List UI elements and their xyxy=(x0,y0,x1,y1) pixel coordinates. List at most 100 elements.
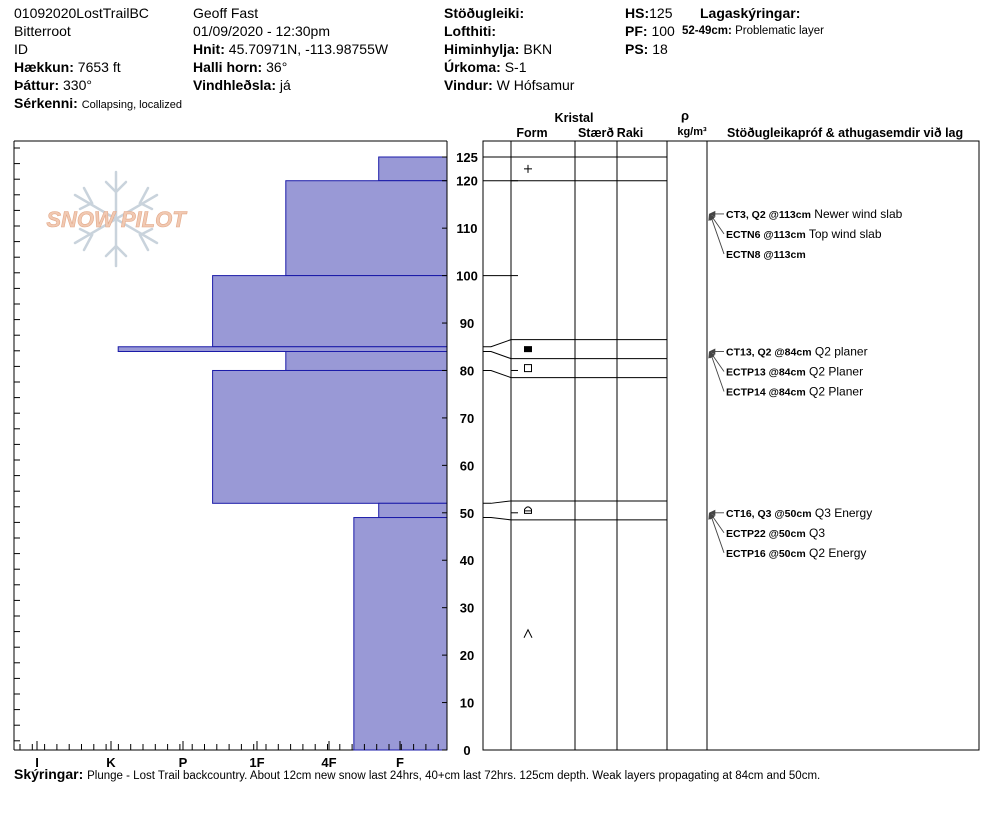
crystal-faceted-rounded xyxy=(524,506,532,514)
hardness-tick-label: 4F xyxy=(321,755,336,770)
height-tick-label: 80 xyxy=(460,363,474,378)
stability-test-code: ECTP16 @50cm xyxy=(726,548,806,560)
test-arrow-line xyxy=(709,351,725,392)
tests-header: Stöðugleikapróf & athugasemdir við lag xyxy=(727,126,963,140)
stability-test-note: Newer wind slab xyxy=(811,207,903,221)
hs: HS:125 xyxy=(625,4,672,22)
stability-test-note: Top wind slab xyxy=(806,227,882,241)
layer-note: 52-49cm: Problematic layer xyxy=(682,22,824,40)
height-axis: 0 10 20 30 40 50 60 70 80 90 100 110 120 125 xyxy=(442,141,478,758)
hardness-bar xyxy=(378,502,448,519)
comments-text: Plunge - Lost Trail backcountry. About 1… xyxy=(87,770,821,782)
layer-connector xyxy=(483,339,512,348)
air-temp-label: Lofthiti: xyxy=(444,23,497,39)
hardness-bars xyxy=(117,156,448,751)
layer-connectors xyxy=(483,156,512,521)
stability-test-code: ECTP14 @84cm xyxy=(726,387,806,399)
stability: Stöðugleiki: xyxy=(444,4,524,22)
crystal-caret xyxy=(523,628,533,638)
hardness-tick-label: K xyxy=(106,755,116,770)
hardness-bar xyxy=(117,346,448,353)
hardness-bar xyxy=(285,351,448,371)
slope-label: Halli horn: xyxy=(193,59,263,75)
height-tick-label: 40 xyxy=(460,553,474,568)
layer-notes-title: Lagaskýringar: xyxy=(700,5,801,21)
snowflake-icon xyxy=(73,170,159,268)
features-value: Collapsing, localized xyxy=(81,99,182,111)
aspect-value: 330° xyxy=(63,77,92,93)
elevation-label: Hækkun: xyxy=(14,59,74,75)
stability-test-note: Q3 Energy xyxy=(812,506,873,520)
stability-test-note: Q2 Planer xyxy=(806,365,863,379)
crystal-grid xyxy=(482,140,980,751)
test-arrowhead xyxy=(708,213,715,221)
precip: Úrkoma: S-1 xyxy=(444,58,526,76)
layer-note-range: 52-49cm: xyxy=(682,25,732,37)
layer-note-text: Problematic layer xyxy=(735,25,824,37)
density-unit: kg/m³ xyxy=(677,126,707,138)
stability-test-code: ECTP22 @50cm xyxy=(726,528,806,540)
stability-test-code: CT16, Q3 @50cm xyxy=(726,508,812,520)
pf-value: 100 xyxy=(651,23,675,39)
slope: Halli horn: 36° xyxy=(193,58,287,76)
precip-label: Úrkoma: xyxy=(444,59,501,75)
stability-test: ECTP14 @84cm Q2 Planer xyxy=(726,385,863,399)
test-arrowhead xyxy=(708,512,715,520)
grid-border xyxy=(482,140,980,751)
hardness-axis: I K P 1F 4F F xyxy=(14,147,439,770)
crystal-symbols xyxy=(523,164,533,638)
hardness-bar xyxy=(378,156,448,182)
layer-connector xyxy=(483,351,512,360)
coords-value: 45.70971N, -113.98755W xyxy=(228,41,389,57)
air-temp: Lofthiti: xyxy=(444,22,496,40)
height-tick-label: 20 xyxy=(460,648,474,663)
ps: PS: 18 xyxy=(625,40,668,58)
sky-label: Himinhylja: xyxy=(444,41,520,57)
logo-text: SNOW PILOT xyxy=(46,207,187,232)
hardness-tick-label: 1F xyxy=(249,755,264,770)
features-label: Sérkenni: xyxy=(14,95,78,111)
height-tick-label: 50 xyxy=(460,506,474,521)
test-arrow-line xyxy=(709,512,725,553)
crystal-filled-square xyxy=(524,346,532,353)
sky: Himinhylja: BKN xyxy=(444,40,552,58)
region: Bitterroot xyxy=(14,23,71,39)
features: Sérkenni: Collapsing, localized xyxy=(14,94,182,114)
stability-test-code: ECTN6 @113cm xyxy=(726,229,806,241)
stability-test: ECTN8 @113cm xyxy=(726,249,806,261)
hardness-tick-label: F xyxy=(396,755,404,770)
stability-test: CT16, Q3 @50cm Q3 Energy xyxy=(726,506,872,520)
stability-test: ECTP13 @84cm Q2 Planer xyxy=(726,365,863,379)
test-arrowhead xyxy=(709,210,716,217)
kristal-header: Kristal xyxy=(555,111,594,125)
height-tick-label: 100 xyxy=(456,269,478,284)
stability-test: ECTP22 @50cm Q3 xyxy=(726,526,825,540)
height-tick-label: 110 xyxy=(457,221,478,236)
test-arrow-line xyxy=(709,213,725,255)
form-header: Form xyxy=(516,126,547,140)
stability-tests: CT3, Q2 @113cm Newer wind slab ECTN6 @113… xyxy=(708,207,903,560)
wind-label: Vindur: xyxy=(444,77,493,93)
wind-loading-label: Vindhleðsla: xyxy=(193,77,276,93)
hardness-bar xyxy=(212,369,448,504)
height-tick-label: 0 xyxy=(463,743,470,758)
column-headers: Kristal Form Stærð Raki ρ kg/m³ Stöðugle… xyxy=(516,108,963,140)
pf: PF: 100 xyxy=(625,22,675,40)
stability-test: ECTP16 @50cm Q2 Energy xyxy=(726,546,866,560)
observer: Geoff Fast xyxy=(193,5,259,21)
hardness-tick-label: I xyxy=(35,755,39,770)
hs-label: HS: xyxy=(625,5,650,21)
stability-test: CT13, Q2 @84cm Q2 planer xyxy=(726,345,868,359)
comments-label: Skýringar: xyxy=(14,766,84,782)
rho-header: ρ xyxy=(681,108,689,123)
datetime: 01/09/2020 - 12:30pm xyxy=(193,23,330,39)
aspect-label: Þáttur: xyxy=(14,77,60,93)
wind-value: W Hófsamur xyxy=(496,77,575,93)
slope-value: 36° xyxy=(266,59,288,75)
hardness-bar xyxy=(285,180,448,277)
height-tick-label: 90 xyxy=(460,316,474,331)
stability-test-note: Q3 xyxy=(806,526,826,540)
height-tick-label: 30 xyxy=(460,601,474,616)
height-tick-label: 125 xyxy=(456,150,478,165)
